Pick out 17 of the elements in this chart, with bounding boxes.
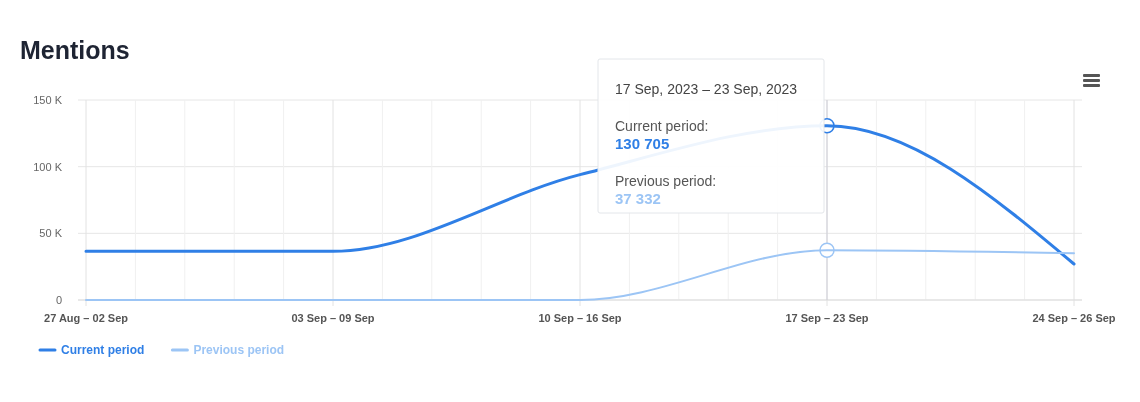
y-tick-label: 50 K [39,227,63,240]
x-tick-label: 17 Sep – 23 Sep [785,312,869,324]
annotation: 37 332 [615,190,661,207]
annotation: 130 705 [615,135,670,152]
legend-label: Previous period [193,343,285,357]
annotation: Previous period: [615,173,717,189]
y-tick-label: 100 K [33,160,63,173]
text: 17 Sep, 2023 – 23 Sep, 2023 [615,81,798,97]
x-tick-label: 24 Sep – 26 Sep [1032,312,1116,324]
chart-title: Mentions [20,36,130,64]
annotation: Current period: [615,118,709,134]
legend-label: Current period [61,343,145,357]
y-tick-label: 150 K [33,94,63,106]
x-tick-label: 27 Aug – 02 Sep [44,312,129,324]
x-tick-label: 10 Sep – 16 Sep [538,312,622,324]
x-tick-label: 03 Sep – 09 Sep [291,312,375,324]
y-tick-label: 0 [55,294,62,306]
